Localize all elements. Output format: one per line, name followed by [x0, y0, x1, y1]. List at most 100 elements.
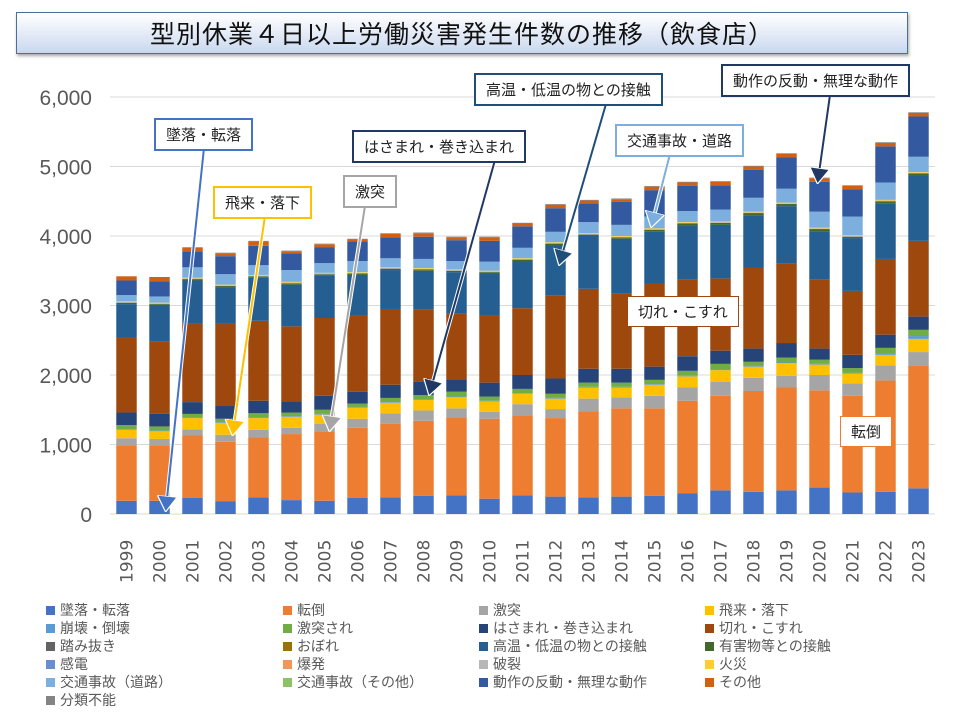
bar-segment: [281, 427, 302, 435]
bar-segment: [644, 379, 665, 385]
bar-segment: [248, 437, 269, 498]
x-tick-label: 2007: [382, 540, 402, 583]
bar-segment: [380, 402, 401, 414]
legend-swatch: [46, 659, 55, 669]
bar-segment: [710, 222, 731, 223]
legend-item: 激突: [479, 600, 521, 620]
bar-segment: [809, 364, 830, 375]
bar-segment: [149, 304, 170, 306]
legend-label: 動作の反動・無理な動作: [493, 675, 647, 691]
legend-item: 転倒: [283, 600, 325, 620]
bar-segment: [512, 415, 533, 496]
bar-segment: [710, 209, 731, 222]
bar-segment: [248, 497, 269, 514]
bar-segment: [512, 258, 533, 260]
x-tick-label: 2013: [580, 540, 600, 583]
bar-segment: [875, 491, 896, 514]
bar-segment: [347, 498, 368, 514]
bar-segment: [182, 413, 203, 418]
bar-segment: [281, 253, 302, 271]
bar-segment: [413, 269, 434, 271]
bar-segment: [809, 375, 830, 391]
bar-segment: [380, 423, 401, 498]
bar-segment: [512, 495, 533, 514]
legend-label: 爆発: [297, 657, 325, 673]
bar-segment: [248, 413, 269, 418]
bar-segment: [578, 233, 599, 235]
bar-segment: [743, 213, 764, 216]
bar-segment: [545, 243, 566, 246]
callout-arrow: [233, 215, 266, 432]
bar-segment: [842, 290, 863, 355]
bar-segment: [578, 233, 599, 234]
bar-segment: [578, 386, 599, 388]
bar-segment: [479, 315, 500, 383]
bar-segment: [479, 240, 500, 262]
bar-segment: [446, 270, 467, 271]
bar-stack: [611, 198, 632, 514]
bar-segment: [809, 231, 830, 280]
bar-segment: [149, 281, 170, 297]
legend-swatch: [479, 659, 488, 669]
bar-stack: [413, 232, 434, 514]
bar-segment: [743, 348, 764, 362]
bar-segment: [908, 240, 929, 317]
bar-segment: [479, 382, 500, 397]
bar-segment: [875, 182, 896, 200]
bar-segment: [611, 408, 632, 497]
bar-stack: [479, 236, 500, 514]
bar-stack: [545, 204, 566, 514]
bar-segment: [347, 406, 368, 408]
bar-segment: [215, 434, 236, 442]
bar-segment: [479, 396, 500, 401]
legend-item: 激突され: [283, 618, 353, 638]
x-tick-label: 2022: [877, 540, 897, 583]
bar-segment: [578, 387, 599, 399]
bar-segment: [710, 181, 731, 182]
bar-segment: [842, 373, 863, 384]
x-tick-label: 2018: [745, 540, 765, 583]
legend-swatch: [705, 623, 714, 633]
bar-segment: [842, 185, 863, 186]
bar-segment: [677, 222, 698, 223]
legend-item: 崩壊・倒壊: [46, 618, 130, 638]
x-tick-label: 2015: [646, 540, 666, 583]
bar-segment: [809, 487, 830, 514]
bar-segment: [380, 413, 401, 424]
bar-stack: [380, 233, 401, 514]
bar-segment: [743, 166, 764, 170]
bar-segment: [743, 366, 764, 378]
x-tick-label: 2012: [547, 540, 567, 583]
callout-label: 高温・低温の物との接触: [474, 73, 663, 106]
chart-title: 型別休業４日以上労働災害発生件数の推移（飲食店）: [149, 20, 774, 49]
bar-segment: [479, 236, 500, 238]
legend-label: 分類不能: [60, 693, 116, 709]
bar-segment: [512, 261, 533, 309]
bar-segment: [809, 211, 830, 228]
bar-segment: [215, 285, 236, 287]
bar-segment: [149, 438, 170, 446]
bar-segment: [446, 270, 467, 273]
callout-label: 転倒: [840, 416, 893, 447]
bar-segment: [512, 375, 533, 389]
bar-segment: [875, 142, 896, 143]
bar-segment: [578, 236, 599, 289]
bar-segment: [182, 277, 203, 279]
y-tick-label: 2,000: [39, 365, 92, 388]
bar-segment: [215, 284, 236, 286]
bar-segment: [281, 401, 302, 413]
bar-segment: [644, 495, 665, 514]
bar-segment: [116, 425, 137, 430]
bar-segment: [248, 274, 269, 276]
bar-segment: [479, 272, 500, 274]
bar-segment: [215, 256, 236, 275]
y-tick-label: 4,000: [39, 226, 92, 249]
bar-segment: [512, 308, 533, 375]
bar-segment: [677, 210, 698, 223]
legend-label: 飛来・落下: [719, 603, 789, 619]
bar-segment: [446, 237, 467, 241]
callout-arrow: [560, 103, 607, 262]
bar-segment: [842, 238, 863, 291]
bar-segment: [578, 234, 599, 236]
bar-segment: [116, 337, 137, 413]
